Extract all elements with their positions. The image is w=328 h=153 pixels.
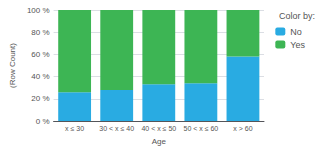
svg-text:0 %: 0 % xyxy=(36,117,50,126)
svg-text:80 %: 80 % xyxy=(31,28,49,37)
svg-text:20 %: 20 % xyxy=(31,94,49,103)
svg-text:Yes: Yes xyxy=(290,40,305,50)
svg-text:Age: Age xyxy=(152,137,167,146)
svg-text:x > 60: x > 60 xyxy=(233,125,252,132)
svg-text:40 < x ≤ 50: 40 < x ≤ 50 xyxy=(141,125,176,132)
svg-text:40 %: 40 % xyxy=(31,72,49,81)
svg-text:100 %: 100 % xyxy=(27,6,50,15)
svg-text:x ≤ 30: x ≤ 30 xyxy=(65,125,84,132)
svg-text:(Row Count): (Row Count) xyxy=(8,43,17,88)
svg-text:Color by:: Color by: xyxy=(279,11,315,21)
svg-text:30 < x ≤ 40: 30 < x ≤ 40 xyxy=(99,125,134,132)
svg-text:No: No xyxy=(290,27,302,37)
svg-text:50 < x ≤ 60: 50 < x ≤ 60 xyxy=(183,125,218,132)
svg-text:60 %: 60 % xyxy=(31,50,49,59)
